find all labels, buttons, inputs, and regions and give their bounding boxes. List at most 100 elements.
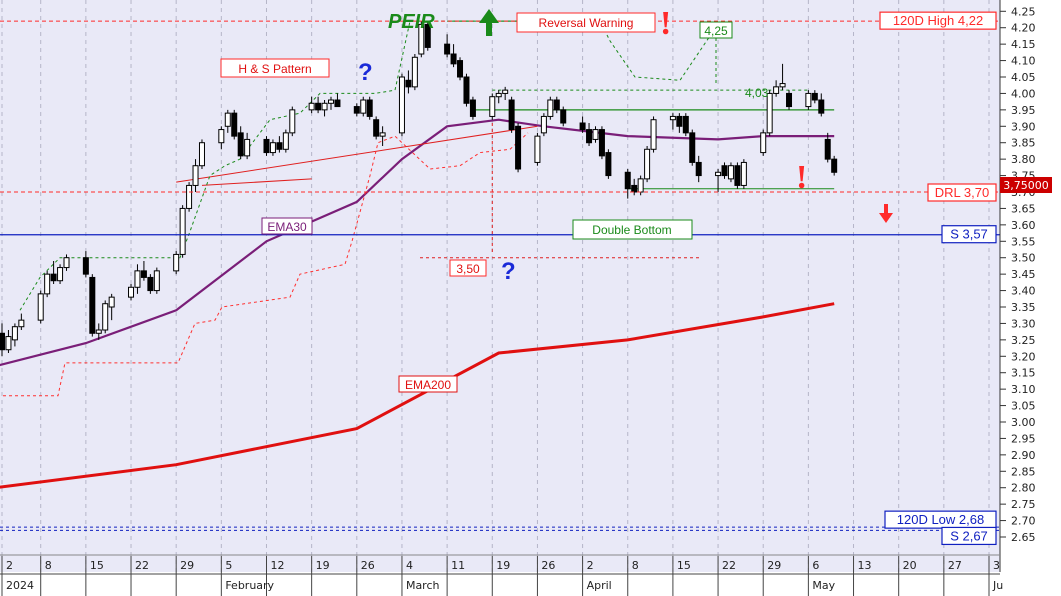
candle-down <box>315 102 322 111</box>
y-tick-label: 3.20 <box>1011 350 1036 363</box>
candle-down <box>82 257 89 275</box>
y-tick-label: 3.25 <box>1011 334 1036 347</box>
candle-down <box>695 161 702 177</box>
question-icon: ? <box>358 59 373 86</box>
y-tick-label: 3.55 <box>1011 235 1036 248</box>
candle-up <box>727 165 734 180</box>
level-label-box <box>879 11 997 30</box>
y-tick-label: 3.35 <box>1011 301 1036 314</box>
x-tick-label: 29 <box>180 559 194 572</box>
candle-up <box>57 267 64 282</box>
candle-up <box>398 76 405 134</box>
y-tick-label: 2.80 <box>1011 482 1036 495</box>
candle-down <box>353 106 360 114</box>
candle-down <box>0 332 5 351</box>
x-tick-label: 19 <box>316 559 330 572</box>
svg-text:3,75000: 3,75000 <box>1003 179 1049 192</box>
candle-up <box>244 138 251 157</box>
candle-down <box>334 99 341 108</box>
price-levels: 120D High 4,22 DRL 3,70 S 3,57 120D Low 2,6… <box>0 11 1000 546</box>
svg-text:3,50: 3,50 <box>456 262 480 276</box>
svg-text:EMA200: EMA200 <box>405 378 451 392</box>
candle-down <box>560 109 567 124</box>
neckline <box>176 125 538 183</box>
candle-down <box>147 276 154 292</box>
candle-up <box>360 99 367 114</box>
y-tick-label: 2.95 <box>1011 432 1036 445</box>
candle-down <box>444 43 451 55</box>
y-tick-label: 4.25 <box>1011 5 1036 18</box>
svg-text:4,25: 4,25 <box>704 24 728 38</box>
candle-down <box>450 53 457 65</box>
candle-up <box>37 293 44 321</box>
candle-up <box>547 99 554 117</box>
x-tick-label: 20 <box>903 559 917 572</box>
candle-down <box>734 165 741 186</box>
x-tick-label: 6 <box>812 559 819 572</box>
y-tick-label: 3.40 <box>1011 285 1036 298</box>
ema30-line <box>0 118 835 367</box>
level-label: S 3,57 <box>941 225 997 244</box>
level-label-box <box>884 510 997 529</box>
chart-title: PEIR <box>388 11 435 33</box>
x-tick-label: 26 <box>541 559 555 572</box>
x-tick-label: 19 <box>496 559 510 572</box>
y-tick-label: 4.20 <box>1011 22 1036 35</box>
candle-up <box>11 326 18 341</box>
candle-up <box>289 109 296 134</box>
level-label-text: DRL 3,70 <box>935 185 989 200</box>
candle-up <box>282 132 289 150</box>
level-label: 120D Low 2,68 <box>884 510 997 529</box>
price-axis[interactable]: 4.354.304.254.204.154.104.054.003.953.90… <box>999 0 1036 572</box>
candle-up <box>128 286 135 298</box>
x-month-label: February <box>225 579 274 592</box>
candle-down <box>824 138 831 160</box>
ema30-label: EMA30 <box>261 217 313 235</box>
candle-down <box>605 152 612 177</box>
candle-up <box>328 99 334 104</box>
candle-up <box>650 119 657 150</box>
price-axis-background <box>1000 0 1061 596</box>
date-axis-background <box>0 572 1000 596</box>
y-tick-label: 3.00 <box>1011 416 1036 429</box>
ema200-line <box>0 302 835 489</box>
level-label-text: 120D High 4,22 <box>893 13 983 28</box>
candle-up <box>766 92 773 134</box>
candle-up <box>108 296 115 308</box>
candle-up <box>134 270 141 288</box>
candle-down <box>50 273 57 282</box>
date-axis[interactable]: 2 8 15 22 29 5 12 19 26 4 11 19 26 2 8 15 22 29 6 13 20 27 3 20… <box>0 554 1003 596</box>
candle-up <box>592 129 599 140</box>
exclamation-icon: ! <box>796 159 807 196</box>
y-tick-label: 4.30 <box>1011 0 1036 2</box>
y-tick-label: 2.65 <box>1011 531 1036 544</box>
x-month-label: 2024 <box>6 579 34 592</box>
x-month-label: April <box>587 579 612 592</box>
candle-down <box>89 276 96 334</box>
level-label-text: S 2,67 <box>950 528 988 543</box>
y-tick-label: 2.70 <box>1011 515 1036 528</box>
double-bottom-label: Double Bottom <box>572 219 693 240</box>
y-tick-label: 3.30 <box>1011 317 1036 330</box>
candle-up <box>186 184 193 209</box>
moving-averages <box>0 118 835 489</box>
candle-up <box>18 319 25 328</box>
neckline-start <box>201 178 312 186</box>
candle-up <box>502 89 509 94</box>
candle-down <box>831 158 838 173</box>
candle-up <box>379 132 386 137</box>
candle-up <box>102 303 109 331</box>
target-425-label: 4,25 <box>699 21 733 39</box>
y-tick-label: 3.10 <box>1011 383 1036 396</box>
candle-up <box>198 142 205 167</box>
y-tick-label: 3.80 <box>1011 153 1036 166</box>
candle-down <box>366 99 373 117</box>
y-tick-label: 3.90 <box>1011 120 1036 133</box>
candle-down <box>424 23 431 48</box>
candle-up <box>779 83 786 88</box>
x-month-label: Ju <box>992 579 1003 592</box>
x-tick-label: 26 <box>361 559 375 572</box>
level-label-box <box>941 526 997 546</box>
x-tick-label: 15 <box>90 559 104 572</box>
